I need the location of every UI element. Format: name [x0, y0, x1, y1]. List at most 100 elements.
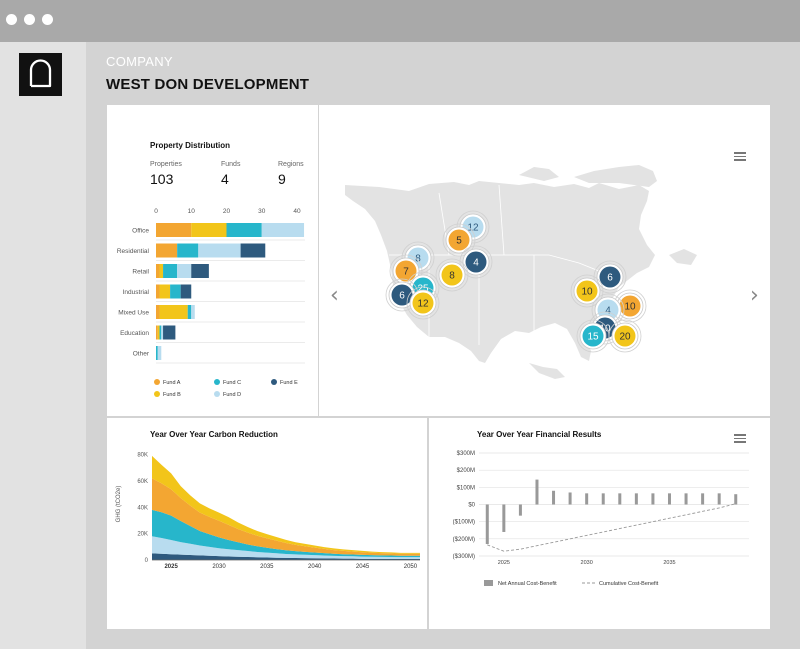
north-america-landmass: [345, 165, 697, 379]
cluster-count: 6: [399, 291, 405, 302]
carbon-area-chart: 0 20K 40K 60K 80K GHG (tCO2e) 2025 2030 2035 2040…: [116, 453, 420, 570]
map-next-arrow-icon[interactable]: ›: [750, 283, 759, 308]
bar-segment: [226, 223, 262, 237]
cluster-count: 20: [619, 332, 631, 343]
annual-bar: [601, 493, 605, 505]
cluster-count: 10: [581, 287, 593, 298]
cluster-count: 4: [605, 306, 611, 317]
page-title: WEST DON DEVELOPMENT: [106, 76, 310, 93]
bar-segment: [156, 223, 192, 237]
legend-label: Fund A: [163, 380, 181, 386]
x-tick-label: 2040: [308, 564, 322, 570]
legend-label: Fund C: [223, 380, 241, 386]
window-dot-icon[interactable]: [6, 14, 17, 25]
window-titlebar: [0, 0, 800, 42]
cluster-count: 5: [456, 236, 462, 247]
map-cluster: [448, 229, 470, 251]
bar-segment: [163, 325, 176, 340]
stat-regions-label: Regions: [278, 161, 304, 168]
bar-segment: [191, 223, 227, 237]
window-dot-icon[interactable]: [42, 14, 53, 25]
x-tick-label: 2030: [212, 564, 226, 570]
cluster-count: 15: [587, 332, 599, 343]
map-menu-icon[interactable]: [734, 152, 746, 161]
category-label: Residential: [117, 248, 150, 255]
legend-swatch: [271, 379, 277, 385]
x-tick-label: 2045: [356, 564, 370, 570]
y-tick-label: 20K: [137, 532, 148, 538]
annual-bar: [634, 493, 638, 505]
bar-segment: [159, 284, 171, 299]
annual-bar: [667, 493, 671, 505]
cumulative-line: [487, 503, 736, 552]
category-label: Industrial: [123, 289, 150, 296]
x-tick-label: 10: [188, 208, 196, 215]
annual-bar: [585, 493, 589, 505]
annual-bar: [518, 504, 522, 516]
map-cluster: [599, 266, 621, 288]
cluster-count: 8: [415, 254, 421, 265]
bar-segment: [156, 264, 160, 278]
area-series-dark: [152, 553, 420, 560]
cluster-count: 12: [417, 299, 429, 310]
area-series-light: [152, 536, 420, 559]
cluster-ring: [406, 286, 440, 320]
cluster-ring: [435, 258, 469, 292]
bar-segment: [177, 264, 192, 278]
category-label: Office: [132, 228, 149, 235]
annual-bar: [552, 490, 556, 505]
legend-swatch: [154, 391, 160, 397]
bar-segment: [157, 325, 160, 340]
y-tick-label: $100M: [457, 485, 475, 491]
y-tick-label: ($100M): [453, 520, 475, 526]
annual-bar: [502, 504, 506, 532]
annual-bar: [535, 479, 539, 505]
stat-regions-value: 9: [278, 171, 286, 187]
stat-properties-value: 103: [150, 171, 174, 187]
annual-bar: [618, 493, 622, 505]
y-tick-label: $0: [468, 503, 475, 509]
cluster-count: 12: [467, 223, 479, 234]
carbon-chart-title: Year Over Year Carbon Reduction: [150, 430, 278, 439]
map-cluster: [576, 280, 598, 302]
category-label: Education: [120, 330, 149, 337]
map-prev-arrow-icon[interactable]: ‹: [330, 283, 339, 308]
legend-label: Net Annual Cost-Benefit: [498, 581, 557, 587]
financial-menu-icon[interactable]: [734, 434, 746, 443]
map-cluster: [441, 264, 463, 286]
bar-segment: [156, 305, 160, 319]
window-dot-icon[interactable]: [24, 14, 35, 25]
legend-label: Fund D: [223, 392, 241, 398]
y-tick-label: 0: [145, 558, 149, 564]
cluster-count: 25: [417, 284, 429, 295]
legend-swatch: [214, 391, 220, 397]
bar-segment: [180, 284, 192, 299]
carbon-reduction-panel: Year Over Year Carbon Reduction 0 20K 40K 6…: [107, 418, 427, 629]
y-tick-label: $200M: [457, 468, 475, 474]
map-panel: 12 5 4 8 7 8 25 6 12 6 10 10 4 10 15 20 ‹ ›: [319, 105, 770, 416]
bar-segment: [159, 264, 164, 278]
stat-funds-label: Funds: [221, 161, 241, 168]
legend-label: Fund E: [280, 380, 298, 386]
legend-swatch: [484, 580, 493, 586]
bar-segment: [159, 325, 162, 340]
bar-segment: [191, 305, 195, 319]
legend-swatch: [154, 379, 160, 385]
annual-bar: [701, 493, 705, 505]
map-cluster: [395, 260, 417, 282]
property-bar-chart: 0 10 20 30 40 Office Residential Retail Industri…: [117, 208, 305, 398]
sidebar: [0, 42, 86, 649]
area-series-teal: [152, 509, 420, 558]
category-label: Other: [133, 351, 150, 358]
bar-segment: [156, 243, 178, 258]
bar-segment: [240, 243, 266, 258]
company-label: COMPANY: [106, 54, 173, 69]
y-tick-label: $300M: [457, 451, 475, 457]
bar-segment: [156, 346, 158, 360]
cluster-count: 10: [624, 302, 636, 313]
app-logo-icon[interactable]: [19, 53, 62, 96]
y-tick-label: 40K: [137, 505, 148, 511]
cluster-ring: [608, 319, 642, 353]
